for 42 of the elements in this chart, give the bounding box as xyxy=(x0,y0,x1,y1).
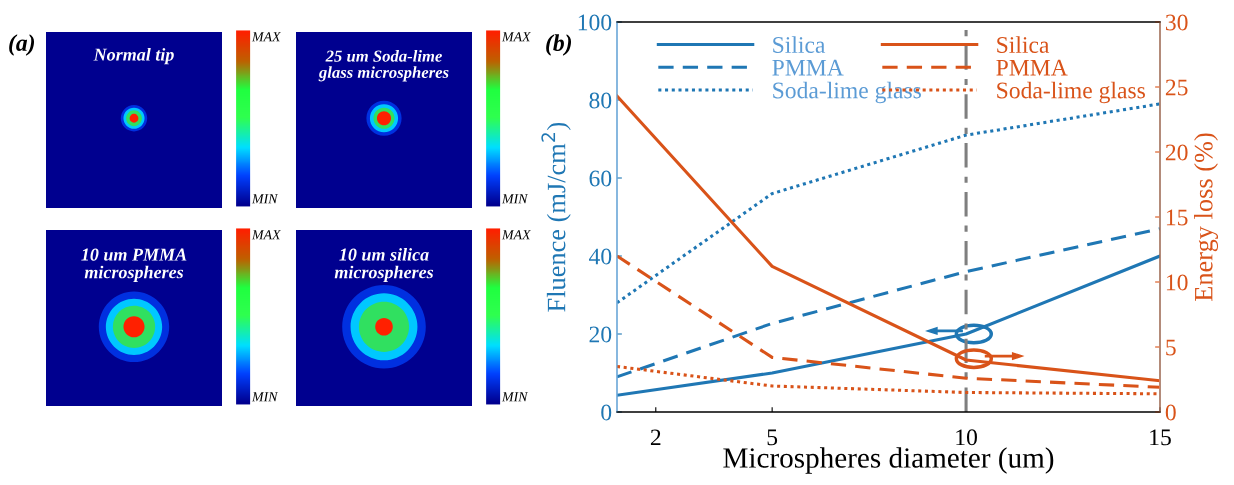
text: MAX xyxy=(251,230,281,240)
y-tick-label: 80 xyxy=(589,92,612,109)
y2-tick-label: 0 xyxy=(1165,404,1176,421)
y2-tick-label: 10 xyxy=(1166,274,1188,291)
text: 10 um PMMA microspheres xyxy=(81,248,187,282)
legend-label: Soda-lime glass xyxy=(773,81,921,104)
legend-label: PMMA xyxy=(772,59,844,76)
legend-label: Silica xyxy=(997,36,1050,53)
text: 25 um Soda-lime glass microspheres xyxy=(318,50,449,82)
text: MAX xyxy=(501,32,531,42)
text: 10 um silica microspheres xyxy=(334,248,434,282)
text: MIN xyxy=(501,194,529,204)
y-tick-label: 100 xyxy=(578,14,612,31)
y2-tick-label: 25 xyxy=(1165,79,1188,96)
y2-tick-label: 15 xyxy=(1166,209,1188,226)
text: MIN xyxy=(501,392,529,402)
text: MAX xyxy=(501,230,531,240)
y2-tick-label: 20 xyxy=(1165,144,1188,161)
y-axis-title: Fluence (mJ/cm$^{2}$) xyxy=(541,122,571,312)
legend-label: PMMA xyxy=(996,59,1068,76)
text: (a) xyxy=(9,34,35,56)
y-tick-label: 60 xyxy=(589,170,612,187)
x-tick-label: 5 xyxy=(767,429,778,446)
x-tick-label: 10 xyxy=(956,429,977,446)
line-series xyxy=(617,227,1160,379)
y-tick-label: 40 xyxy=(588,248,612,265)
y-tick-label: 20 xyxy=(589,326,612,343)
y-tick-label: 0 xyxy=(601,404,612,421)
y2-tick-label: 30 xyxy=(1165,14,1188,31)
chart-title: (b) xyxy=(546,34,572,56)
text: MAX xyxy=(251,32,281,42)
legend-label: Soda-lime glass xyxy=(997,81,1145,104)
x-tick-label: 2 xyxy=(650,429,661,446)
x-axis-title: Microspheres diameter (um) xyxy=(723,447,1054,474)
line-series xyxy=(617,102,1160,305)
text: MIN xyxy=(251,194,279,204)
y2-axis-title: Energy loss (%) xyxy=(1194,133,1219,302)
x-tick-label: 15 xyxy=(1150,429,1171,446)
legend-label: Silica xyxy=(773,36,826,53)
text: Normal tip xyxy=(93,48,174,65)
y2-tick-label: 5 xyxy=(1166,339,1176,356)
text: MIN xyxy=(251,392,279,402)
